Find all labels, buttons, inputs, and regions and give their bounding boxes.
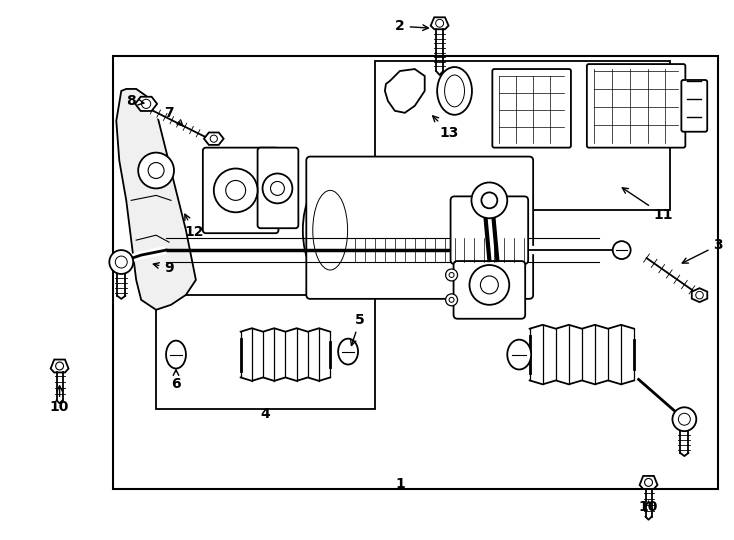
Bar	[156, 295, 375, 409]
FancyBboxPatch shape	[306, 157, 533, 299]
Text: 5: 5	[351, 313, 365, 346]
Bar	[113, 56, 718, 489]
Polygon shape	[691, 288, 708, 302]
FancyBboxPatch shape	[587, 64, 686, 147]
FancyBboxPatch shape	[258, 147, 298, 228]
Circle shape	[214, 168, 258, 212]
Text: 10: 10	[639, 500, 658, 514]
FancyBboxPatch shape	[681, 80, 708, 132]
Text: 3: 3	[683, 238, 723, 263]
Polygon shape	[639, 476, 658, 489]
Ellipse shape	[445, 75, 465, 107]
Text: 11: 11	[622, 188, 673, 222]
Text: 12: 12	[184, 214, 203, 239]
Circle shape	[138, 153, 174, 188]
Polygon shape	[431, 17, 448, 29]
FancyBboxPatch shape	[493, 69, 571, 147]
Text: 13: 13	[433, 116, 459, 140]
Text: 2: 2	[395, 19, 429, 33]
Polygon shape	[385, 69, 425, 113]
Ellipse shape	[613, 241, 631, 259]
Circle shape	[148, 163, 164, 179]
Ellipse shape	[166, 341, 186, 368]
Circle shape	[263, 173, 292, 204]
Text: 8: 8	[126, 94, 144, 108]
Circle shape	[471, 183, 507, 218]
Polygon shape	[116, 89, 196, 310]
Circle shape	[271, 181, 285, 195]
Circle shape	[449, 298, 454, 302]
Text: 4: 4	[261, 407, 270, 421]
Bar	[375, 61, 670, 210]
FancyBboxPatch shape	[451, 197, 528, 264]
Ellipse shape	[313, 191, 348, 270]
Circle shape	[446, 269, 457, 281]
Polygon shape	[204, 132, 224, 145]
Circle shape	[449, 273, 454, 278]
Text: 7: 7	[164, 106, 183, 126]
Circle shape	[678, 413, 691, 425]
Polygon shape	[241, 328, 330, 381]
Ellipse shape	[507, 340, 531, 369]
Polygon shape	[51, 360, 68, 373]
FancyBboxPatch shape	[203, 147, 278, 233]
Circle shape	[446, 294, 457, 306]
Circle shape	[672, 407, 697, 431]
Circle shape	[115, 256, 127, 268]
Ellipse shape	[303, 178, 357, 282]
Ellipse shape	[437, 67, 472, 115]
Text: 9: 9	[153, 261, 174, 275]
Circle shape	[109, 250, 133, 274]
Polygon shape	[530, 325, 634, 384]
Text: 10: 10	[50, 400, 69, 414]
FancyBboxPatch shape	[454, 261, 526, 319]
Text: 1: 1	[395, 477, 404, 491]
Polygon shape	[135, 97, 157, 111]
Ellipse shape	[338, 339, 358, 364]
Circle shape	[482, 192, 498, 208]
Circle shape	[226, 180, 246, 200]
Circle shape	[470, 265, 509, 305]
Circle shape	[481, 276, 498, 294]
Text: 6: 6	[171, 370, 181, 392]
